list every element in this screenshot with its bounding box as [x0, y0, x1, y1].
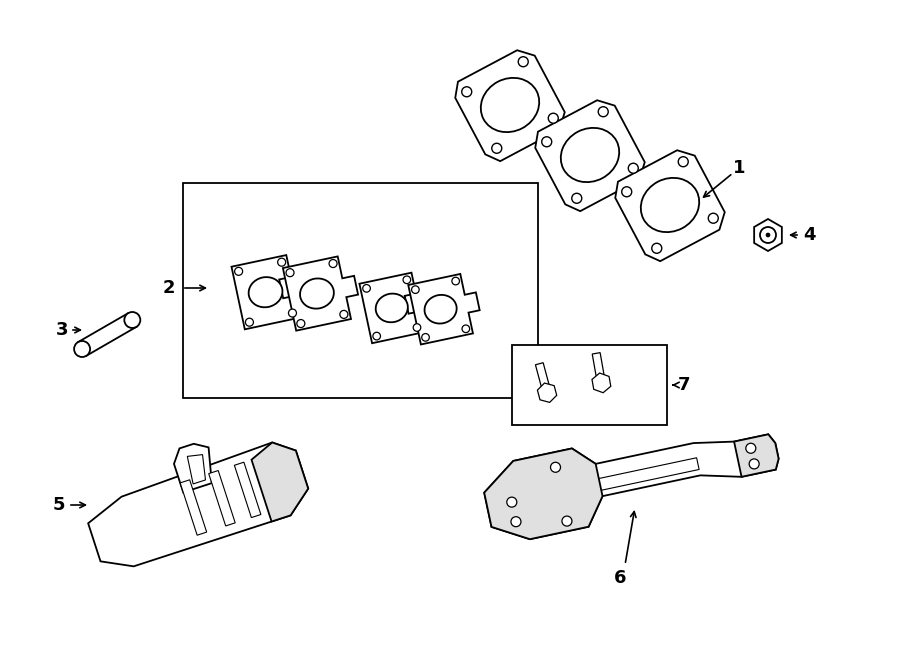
Circle shape [413, 324, 421, 331]
Polygon shape [209, 471, 235, 526]
Circle shape [518, 57, 528, 67]
Polygon shape [592, 352, 605, 381]
Polygon shape [613, 160, 647, 200]
Circle shape [462, 87, 472, 97]
Polygon shape [231, 255, 300, 329]
Bar [183, 183, 538, 398]
Polygon shape [536, 100, 644, 211]
Circle shape [329, 260, 338, 268]
Polygon shape [734, 434, 778, 477]
Text: 3: 3 [56, 321, 68, 339]
Circle shape [422, 334, 429, 341]
Text: 2: 2 [163, 279, 175, 297]
Circle shape [363, 284, 370, 292]
Circle shape [297, 319, 305, 328]
Text: 5: 5 [52, 496, 65, 514]
Circle shape [628, 163, 638, 173]
Circle shape [286, 268, 294, 277]
Circle shape [491, 143, 502, 153]
Polygon shape [533, 110, 567, 150]
Circle shape [340, 311, 348, 319]
Polygon shape [88, 442, 308, 566]
Polygon shape [484, 448, 602, 539]
Circle shape [542, 137, 552, 147]
Ellipse shape [641, 178, 699, 232]
Circle shape [124, 312, 140, 328]
Circle shape [74, 341, 90, 357]
Polygon shape [180, 480, 207, 535]
Polygon shape [174, 444, 212, 492]
Circle shape [598, 106, 608, 117]
Ellipse shape [561, 128, 619, 182]
Circle shape [403, 276, 410, 284]
Circle shape [548, 113, 558, 123]
Polygon shape [616, 150, 724, 261]
Circle shape [452, 277, 460, 285]
Text: 6: 6 [614, 569, 626, 587]
Polygon shape [78, 313, 136, 356]
Polygon shape [484, 434, 778, 539]
Circle shape [511, 517, 521, 527]
Circle shape [551, 462, 561, 473]
Circle shape [652, 243, 662, 253]
Text: 7: 7 [678, 376, 690, 394]
Ellipse shape [481, 78, 539, 132]
Circle shape [562, 516, 572, 526]
Polygon shape [283, 256, 358, 330]
Circle shape [622, 187, 632, 197]
Polygon shape [592, 373, 611, 393]
Circle shape [289, 309, 296, 317]
Circle shape [462, 325, 470, 332]
Polygon shape [234, 462, 261, 518]
Polygon shape [537, 383, 557, 403]
Circle shape [373, 332, 381, 340]
Polygon shape [536, 363, 550, 391]
Circle shape [760, 227, 776, 243]
Circle shape [749, 459, 760, 469]
Polygon shape [187, 455, 205, 484]
Circle shape [278, 258, 285, 266]
Circle shape [766, 233, 770, 237]
Circle shape [679, 157, 688, 167]
Ellipse shape [425, 295, 456, 323]
Circle shape [235, 267, 243, 276]
Circle shape [708, 214, 718, 223]
Ellipse shape [300, 278, 334, 309]
Polygon shape [251, 442, 308, 522]
Polygon shape [409, 274, 480, 344]
Polygon shape [455, 50, 565, 161]
Circle shape [246, 318, 254, 327]
Bar [512, 345, 667, 425]
Text: 1: 1 [733, 159, 745, 177]
Ellipse shape [375, 293, 408, 323]
Circle shape [746, 444, 756, 453]
Ellipse shape [248, 277, 283, 307]
Text: 4: 4 [803, 226, 815, 244]
Circle shape [411, 286, 419, 293]
Circle shape [572, 193, 581, 204]
Polygon shape [754, 219, 782, 251]
Circle shape [507, 497, 517, 507]
Polygon shape [359, 273, 424, 343]
